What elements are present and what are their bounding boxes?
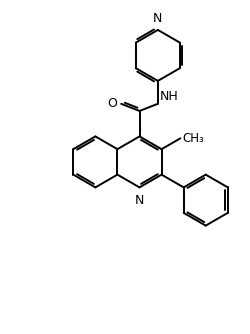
Text: N: N — [152, 12, 162, 25]
Text: N: N — [134, 194, 144, 207]
Text: NH: NH — [159, 90, 178, 103]
Text: CH₃: CH₃ — [182, 132, 203, 145]
Text: O: O — [107, 97, 117, 110]
